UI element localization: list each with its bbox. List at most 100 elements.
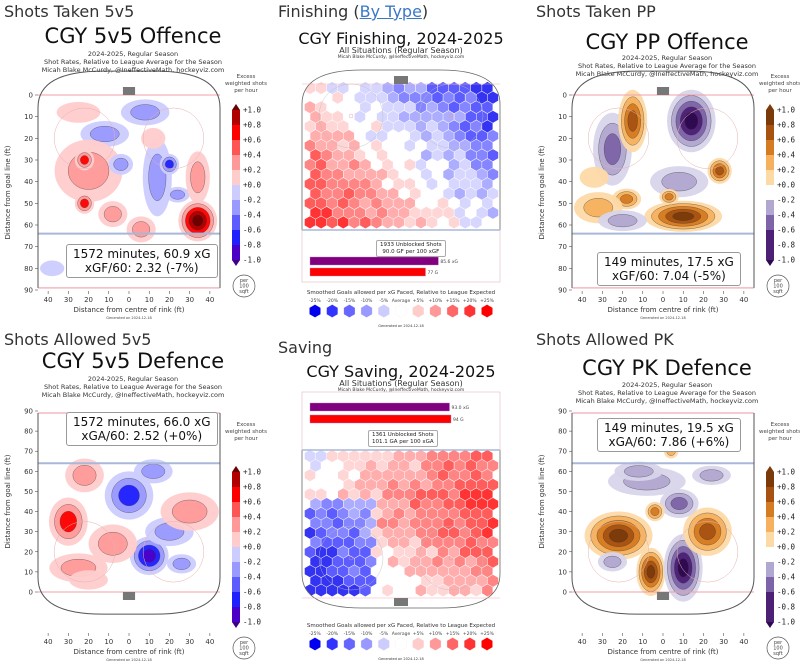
hex-cell	[354, 574, 366, 587]
hex-cell	[326, 584, 338, 597]
rink-boards	[571, 413, 755, 615]
stats-box: 1572 minutes, 66.0 xG xGA/60: 2.52 (+0%)	[66, 412, 218, 446]
legend-tick-label: +10%	[429, 631, 443, 637]
colorbar-segment	[232, 200, 240, 216]
hex-cell	[482, 216, 493, 229]
legend-tick-label: -15%	[344, 298, 356, 304]
hex-cell	[315, 507, 327, 520]
hex-cell	[410, 129, 421, 143]
hex-cell	[310, 459, 321, 472]
hex-cell	[482, 565, 493, 578]
colorbar-segment	[232, 532, 240, 548]
y-tick-label: 20	[24, 548, 33, 556]
hex-cell	[360, 101, 371, 114]
hex-cell	[382, 488, 393, 501]
y-tick-label: 20	[24, 135, 33, 143]
legend-hex	[343, 637, 356, 651]
hex-cell	[415, 507, 427, 520]
y-tick-label: 60	[24, 222, 33, 230]
chart-author: Micah Blake McCurdy, @IneffectiveMath, h…	[337, 388, 465, 393]
faceoff-dot	[448, 113, 454, 119]
x-tick-label: 10	[104, 296, 113, 304]
legend-tick-label: -20%	[326, 631, 338, 637]
hex-cell	[360, 139, 371, 152]
y-tick-label: 80	[558, 265, 567, 273]
hex-cell	[338, 469, 349, 482]
hex-cell	[448, 101, 460, 114]
hex-cell	[321, 149, 332, 162]
hex-cell	[304, 120, 316, 133]
contour-level	[670, 497, 688, 510]
colorbar-tick-label: -1.0	[243, 256, 262, 265]
colorbar-tick-label: -0.8	[243, 603, 262, 612]
hex-cell	[487, 574, 499, 587]
hex-cell	[315, 81, 327, 95]
hex-cell	[465, 555, 476, 568]
hex-cell	[482, 197, 493, 210]
hex-cell	[448, 81, 460, 95]
hex-cell	[437, 507, 449, 520]
hex-layer	[304, 81, 499, 229]
hex-cell	[387, 574, 399, 587]
colorbar-segment	[766, 200, 774, 216]
hex-cell	[421, 497, 432, 511]
hex-cell	[343, 497, 355, 511]
per-area-text: per	[774, 278, 783, 284]
contour-level	[103, 206, 122, 223]
x-tick-label: 30	[719, 638, 728, 646]
hex-cell	[410, 517, 421, 530]
hex-cell	[349, 197, 360, 210]
hex-cell	[454, 574, 465, 587]
colorbar-segment	[766, 140, 774, 156]
per-area-text: 100	[773, 646, 783, 652]
hex-cell	[476, 555, 488, 568]
hex-cell	[387, 149, 399, 162]
hex-cell	[321, 536, 332, 549]
hex-cell	[343, 129, 355, 143]
hex-cell	[421, 168, 432, 181]
hex-cell	[354, 110, 366, 123]
colorbar-tick-label: -0.2	[777, 558, 795, 567]
hex-cell	[315, 488, 327, 501]
hex-cell	[354, 149, 366, 162]
hex-cell	[471, 545, 482, 559]
per-area-badge	[232, 274, 256, 298]
hex-cell	[338, 216, 349, 229]
hex-cell	[382, 177, 393, 191]
hex-cell	[459, 139, 471, 152]
hex-cell	[465, 129, 476, 143]
hex-cell	[410, 555, 421, 568]
hex-cell	[415, 526, 427, 539]
hex-cell	[471, 216, 482, 229]
hex-cell	[332, 91, 343, 104]
hex-cell	[304, 216, 316, 229]
hex-cell	[426, 450, 438, 463]
colorbar-title: Excess	[237, 422, 256, 428]
colorbar-tick-label: -0.2	[243, 558, 261, 567]
chart-subtitle: 2024-2025, Regular Season Shot Rates, Re…	[41, 50, 225, 74]
faceoff-circle	[318, 525, 384, 591]
legend-hex	[464, 304, 476, 318]
y-axis-label: Distance from goal line (ft)	[538, 145, 546, 239]
panel-saving: Saving CGY Saving, 2024-2025 All Situati…	[268, 330, 534, 661]
x-tick-label: 40	[578, 296, 587, 304]
hex-cell	[437, 177, 449, 191]
hex-cell	[415, 120, 427, 133]
hex-cell	[315, 450, 327, 463]
heat-layer	[574, 89, 732, 232]
legend-tick-label: +5%	[413, 631, 425, 637]
by-type-link[interactable]: By Type	[359, 2, 422, 21]
panel-finishing: Finishing (By Type) CGY Finishing, 2024-…	[268, 0, 534, 330]
legend-tick-label: +25%	[480, 298, 494, 304]
contour-level	[172, 557, 191, 570]
hex-cell	[443, 206, 454, 219]
hex-cell	[410, 536, 421, 549]
stats-box: 1572 minutes, 60.9 xG xGF/60: 2.32 (-7%)	[66, 244, 218, 278]
per-area-text: 100	[239, 284, 249, 290]
faceoff-circle	[676, 521, 739, 583]
x-tick-label: 40	[739, 638, 748, 646]
hex-cell	[426, 177, 438, 191]
x-tick-label: 10	[145, 638, 154, 646]
legend-tick-label: -5%	[379, 298, 388, 304]
hex-cell	[421, 110, 432, 123]
